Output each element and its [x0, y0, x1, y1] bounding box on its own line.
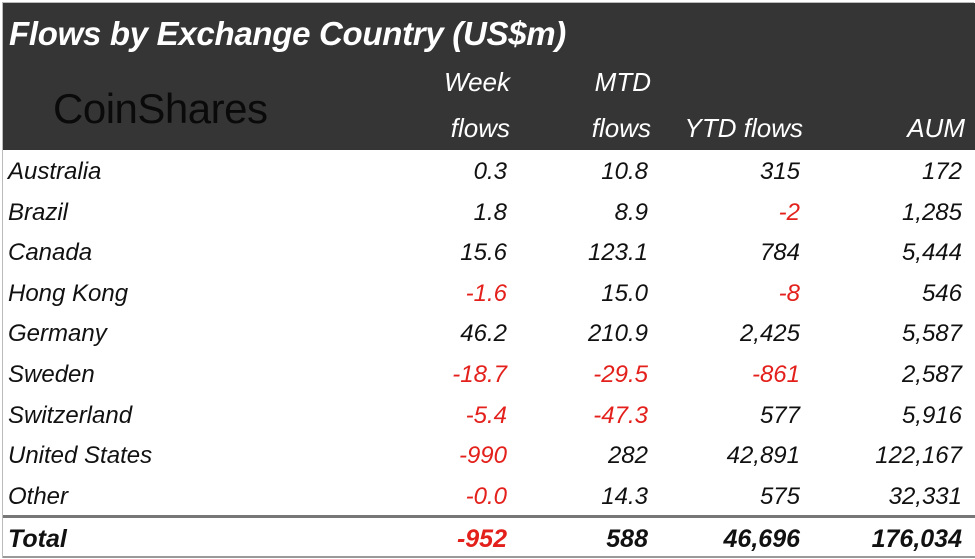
week-value: -18.7	[452, 361, 507, 388]
week-value: 46.2	[460, 320, 507, 348]
ytd-value: 42,891	[726, 442, 800, 470]
table-row: Germany 46.2 210.9 2,425 5,587	[0, 314, 975, 354]
table-row: Switzerland -5.4 -47.3 577 5,916	[0, 396, 975, 436]
mtd-value: -47.3	[593, 401, 648, 429]
country-label: Sweden	[8, 361, 95, 388]
aum-value: 546	[921, 279, 962, 307]
header-week-line1: Week	[444, 67, 510, 97]
ytd-value: 46,696	[723, 525, 800, 553]
aum-value: 5,587	[901, 320, 962, 348]
week-value: 1.8	[473, 198, 507, 226]
aum-value: 1,285	[901, 198, 962, 226]
aum-value: 122,167	[875, 442, 962, 470]
ytd-value: 575	[759, 482, 800, 510]
aum-value: 176,034	[871, 525, 962, 553]
ytd-value: 577	[759, 401, 800, 429]
table-row: Hong Kong -1.6 15.0 -8 546	[0, 274, 975, 314]
country-label: United States	[8, 442, 153, 470]
table-header: Flows by Exchange Country (US$m) CoinSha…	[3, 3, 975, 150]
total-separator	[3, 515, 975, 518]
ytd-value: -8	[778, 279, 800, 307]
mtd-value: -29.5	[593, 361, 648, 388]
aum-value: 32,331	[888, 482, 962, 510]
mtd-value: 15.0	[601, 279, 648, 307]
ytd-value: -861	[751, 361, 800, 388]
coinshares-logo: CoinShares	[53, 85, 268, 132]
country-label: Germany	[8, 320, 107, 348]
mtd-value: 10.8	[601, 158, 648, 185]
table-row: Brazil 1.8 8.9 -2 1,285	[0, 193, 975, 233]
week-value: -1.6	[465, 279, 507, 307]
week-value: -952	[456, 525, 507, 553]
week-value: -0.0	[465, 482, 507, 510]
country-label: Canada	[8, 239, 93, 267]
country-label: Other	[8, 482, 69, 510]
aum-value: 5,444	[901, 239, 962, 267]
total-row: Total -952 588 46,696 176,034	[0, 519, 975, 559]
ytd-value: 2,425	[739, 320, 800, 348]
country-label: Total	[8, 525, 67, 553]
mtd-value: 588	[606, 525, 648, 553]
mtd-value: 8.9	[614, 198, 648, 226]
bottom-border	[3, 556, 975, 558]
country-label: Hong Kong	[8, 279, 129, 307]
aum-value: 5,916	[901, 401, 962, 429]
mtd-value: 282	[607, 442, 648, 470]
table-title: Flows by Exchange Country (US$m)	[9, 15, 566, 52]
table-row: United States -990 282 42,891 122,167	[0, 436, 975, 476]
mtd-value: 123.1	[587, 239, 648, 267]
ytd-value: 315	[759, 158, 800, 185]
table-row: Australia 0.3 10.8 315 172	[0, 152, 975, 192]
table-row: Canada 15.6 123.1 784 5,444	[0, 233, 975, 273]
week-value: 15.6	[460, 239, 507, 267]
country-label: Australia	[8, 158, 102, 185]
mtd-value: 14.3	[601, 482, 648, 510]
header-aum: AUM	[907, 113, 965, 143]
mtd-value: 210.9	[587, 320, 648, 348]
ytd-value: 784	[759, 239, 800, 267]
header-ytd: YTD flows	[684, 113, 803, 143]
header-mtd-line1: MTD	[594, 67, 651, 97]
header-mtd-line2: flows	[591, 113, 651, 143]
ytd-value: -2	[778, 198, 800, 226]
aum-value: 2,587	[901, 361, 962, 388]
header-week-line2: flows	[450, 113, 510, 143]
table-row: Sweden -18.7 -29.5 -861 2,587	[0, 355, 975, 395]
country-label: Brazil	[8, 198, 69, 226]
week-value: -5.4	[465, 401, 507, 429]
country-label: Switzerland	[8, 401, 133, 429]
week-value: 0.3	[473, 158, 507, 185]
aum-value: 172	[921, 158, 962, 185]
table-row: Other -0.0 14.3 575 32,331	[0, 477, 975, 517]
week-value: -990	[458, 442, 507, 470]
